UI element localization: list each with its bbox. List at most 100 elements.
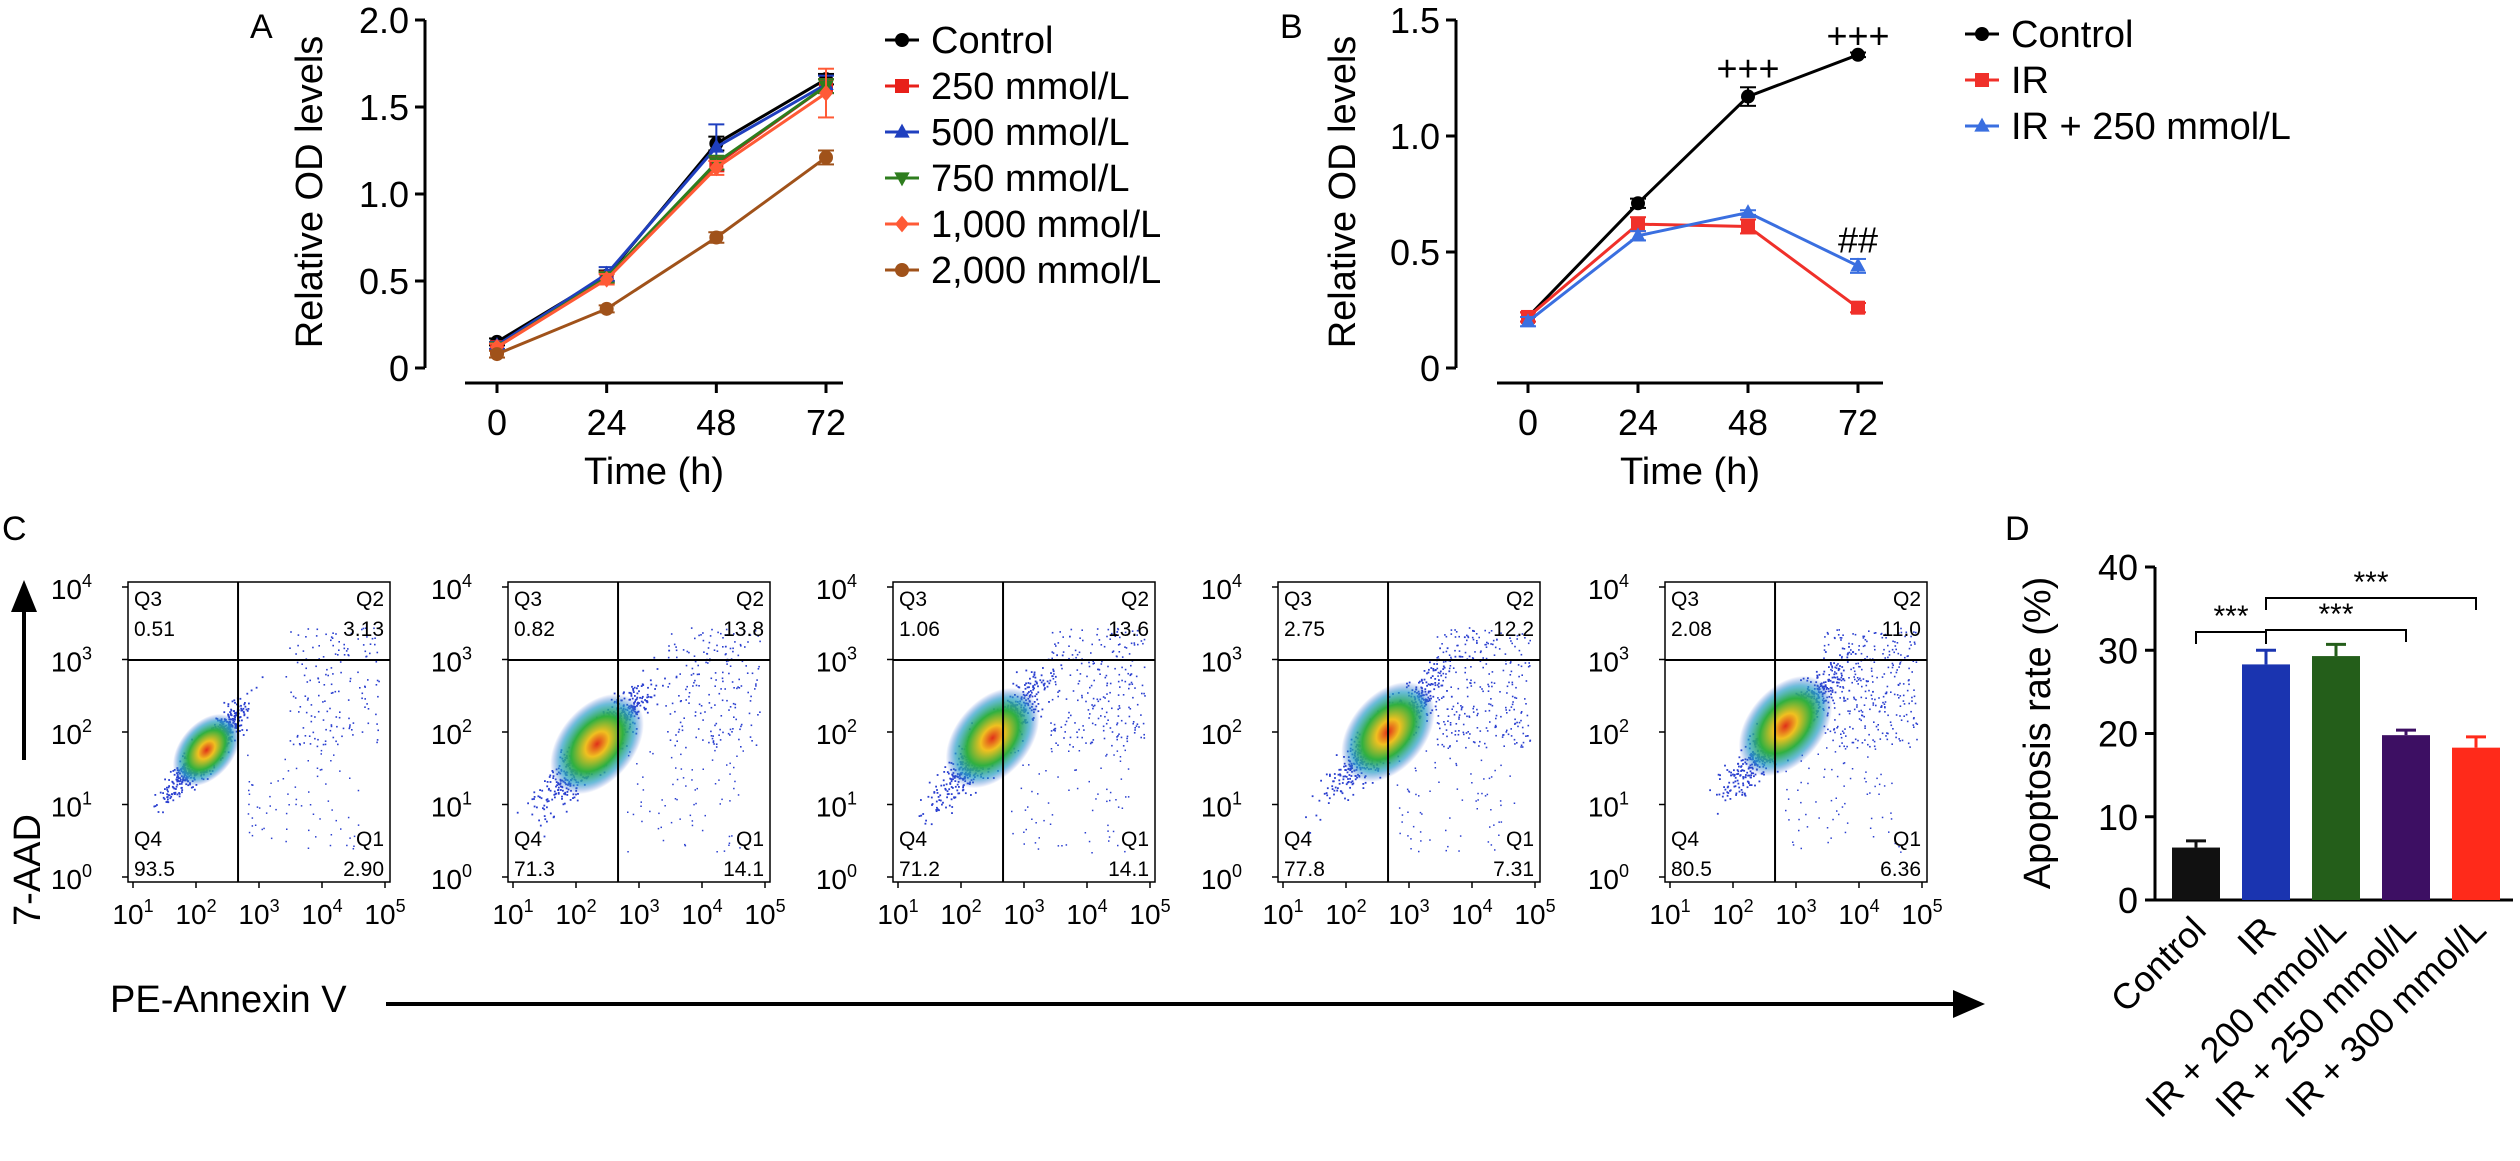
panel-b-x-axis-title: Time (h) [1620, 451, 1760, 493]
flow-event-dot [634, 699, 637, 701]
flow-event-dot [308, 735, 311, 737]
flow-event-dot [633, 686, 636, 689]
flow-event-dot [683, 717, 685, 719]
flow-event-dot [1514, 718, 1516, 721]
flow-event-dot [694, 660, 697, 663]
flow-event-dot [1514, 722, 1517, 725]
flow-event-dot [1097, 668, 1099, 671]
flow-event-dot [1498, 648, 1501, 650]
flow-event-dot [1444, 723, 1446, 726]
flow-event-dot [1050, 672, 1052, 674]
flow-event-dot [296, 661, 299, 664]
flow-event-dot [1076, 669, 1079, 671]
flow-event-dot [1341, 782, 1344, 784]
flow-event-dot [1448, 654, 1451, 656]
flow-event-dot [1116, 722, 1119, 724]
flow-event-dot [936, 789, 938, 791]
flow-event-dot [647, 696, 650, 698]
flow-event-dot [1436, 667, 1439, 670]
flow-event-dot [180, 787, 183, 789]
flow-event-dot [546, 798, 549, 801]
flow-event-dot [1511, 695, 1514, 698]
flow-event-dot [1106, 800, 1108, 803]
flow-event-dot [229, 711, 231, 713]
flow-event-dot [1434, 678, 1437, 680]
flow-event-dot [168, 779, 170, 781]
panel-a-y-tick-label: 0 [389, 348, 409, 389]
flow-event-dot [704, 711, 706, 713]
flow-event-dot [1434, 669, 1437, 671]
flow-event-dot [357, 789, 360, 792]
flow-y-tick-label: 100 [431, 861, 472, 895]
flow-event-dot [1442, 665, 1445, 668]
flow-event-dot [270, 782, 272, 784]
flow-event-dot [1520, 719, 1522, 722]
flow-event-dot [338, 716, 341, 719]
flow-event-dot [302, 650, 305, 652]
flow-event-dot [636, 696, 639, 699]
flow-event-dot [230, 712, 232, 715]
flow-event-dot [1121, 656, 1124, 658]
flow-event-dot [320, 749, 323, 752]
flow-event-dot [1440, 684, 1443, 687]
flow-event-dot [306, 699, 309, 701]
flow-event-dot [1143, 692, 1145, 695]
flow-event-dot [698, 634, 700, 637]
flow-event-dot [691, 779, 693, 781]
flow-event-dot [1338, 768, 1341, 771]
panel-b-data-point [1741, 89, 1755, 104]
flow-event-dot [719, 739, 722, 741]
flow-event-dot [700, 705, 703, 707]
flow-event-dot [326, 668, 328, 671]
flow-event-dot [1117, 694, 1120, 696]
flow-event-dot [645, 700, 648, 702]
flow-event-dot [1036, 682, 1038, 685]
flow-event-dot [664, 677, 666, 680]
flow-event-dot [1068, 789, 1070, 791]
flow-event-dot [261, 676, 264, 679]
flow-event-dot [338, 649, 340, 651]
flow-event-dot [964, 792, 967, 795]
panel-a-x-tick-label: 72 [806, 402, 846, 443]
flow-event-dot [540, 797, 543, 800]
flow-event-dot [1033, 683, 1036, 686]
flow-event-dot [298, 743, 301, 745]
flow-event-dot [751, 740, 753, 742]
flow-y-tick-label: 100 [51, 861, 92, 895]
flow-event-dot [533, 796, 536, 798]
flow-event-dot [1325, 773, 1328, 776]
flow-event-dot [692, 685, 694, 687]
flow-event-dot [1052, 668, 1055, 671]
flow-event-dot [235, 712, 237, 715]
flow-event-dot [527, 802, 529, 805]
flow-event-dot [714, 724, 716, 727]
flow-event-dot [1088, 665, 1091, 668]
flow-event-dot [1034, 842, 1037, 844]
flow-event-dot [936, 806, 938, 809]
flow-event-dot [944, 787, 947, 790]
flow-event-dot [1082, 725, 1084, 727]
flow-event-dot [1514, 696, 1516, 699]
flow-event-dot [1075, 769, 1077, 771]
flow-event-dot [1447, 715, 1450, 717]
flow-event-dot [632, 813, 635, 816]
flow-event-dot [352, 848, 355, 850]
flow-event-dot [736, 687, 738, 690]
flow-event-dot [303, 674, 306, 677]
flow-event-dot [1052, 652, 1055, 654]
flow-event-dot [549, 789, 552, 792]
flow-event-dot [1467, 636, 1470, 639]
flow-event-dot [170, 795, 173, 798]
flow-event-dot [702, 719, 704, 721]
flow-event-dot [935, 809, 938, 811]
flow-event-dot [1057, 845, 1060, 847]
flow-event-dot [1458, 655, 1461, 658]
flow-event-dot [631, 685, 633, 688]
flow-event-dot [749, 736, 752, 738]
flow-event-dot [1469, 733, 1471, 735]
flow-event-dot [1074, 649, 1077, 652]
flow-event-dot [680, 753, 682, 756]
flow-event-dot [1030, 691, 1033, 694]
flow-x-tick-label: 105 [1129, 896, 1170, 930]
quadrant-name: Q1 [1121, 828, 1149, 851]
